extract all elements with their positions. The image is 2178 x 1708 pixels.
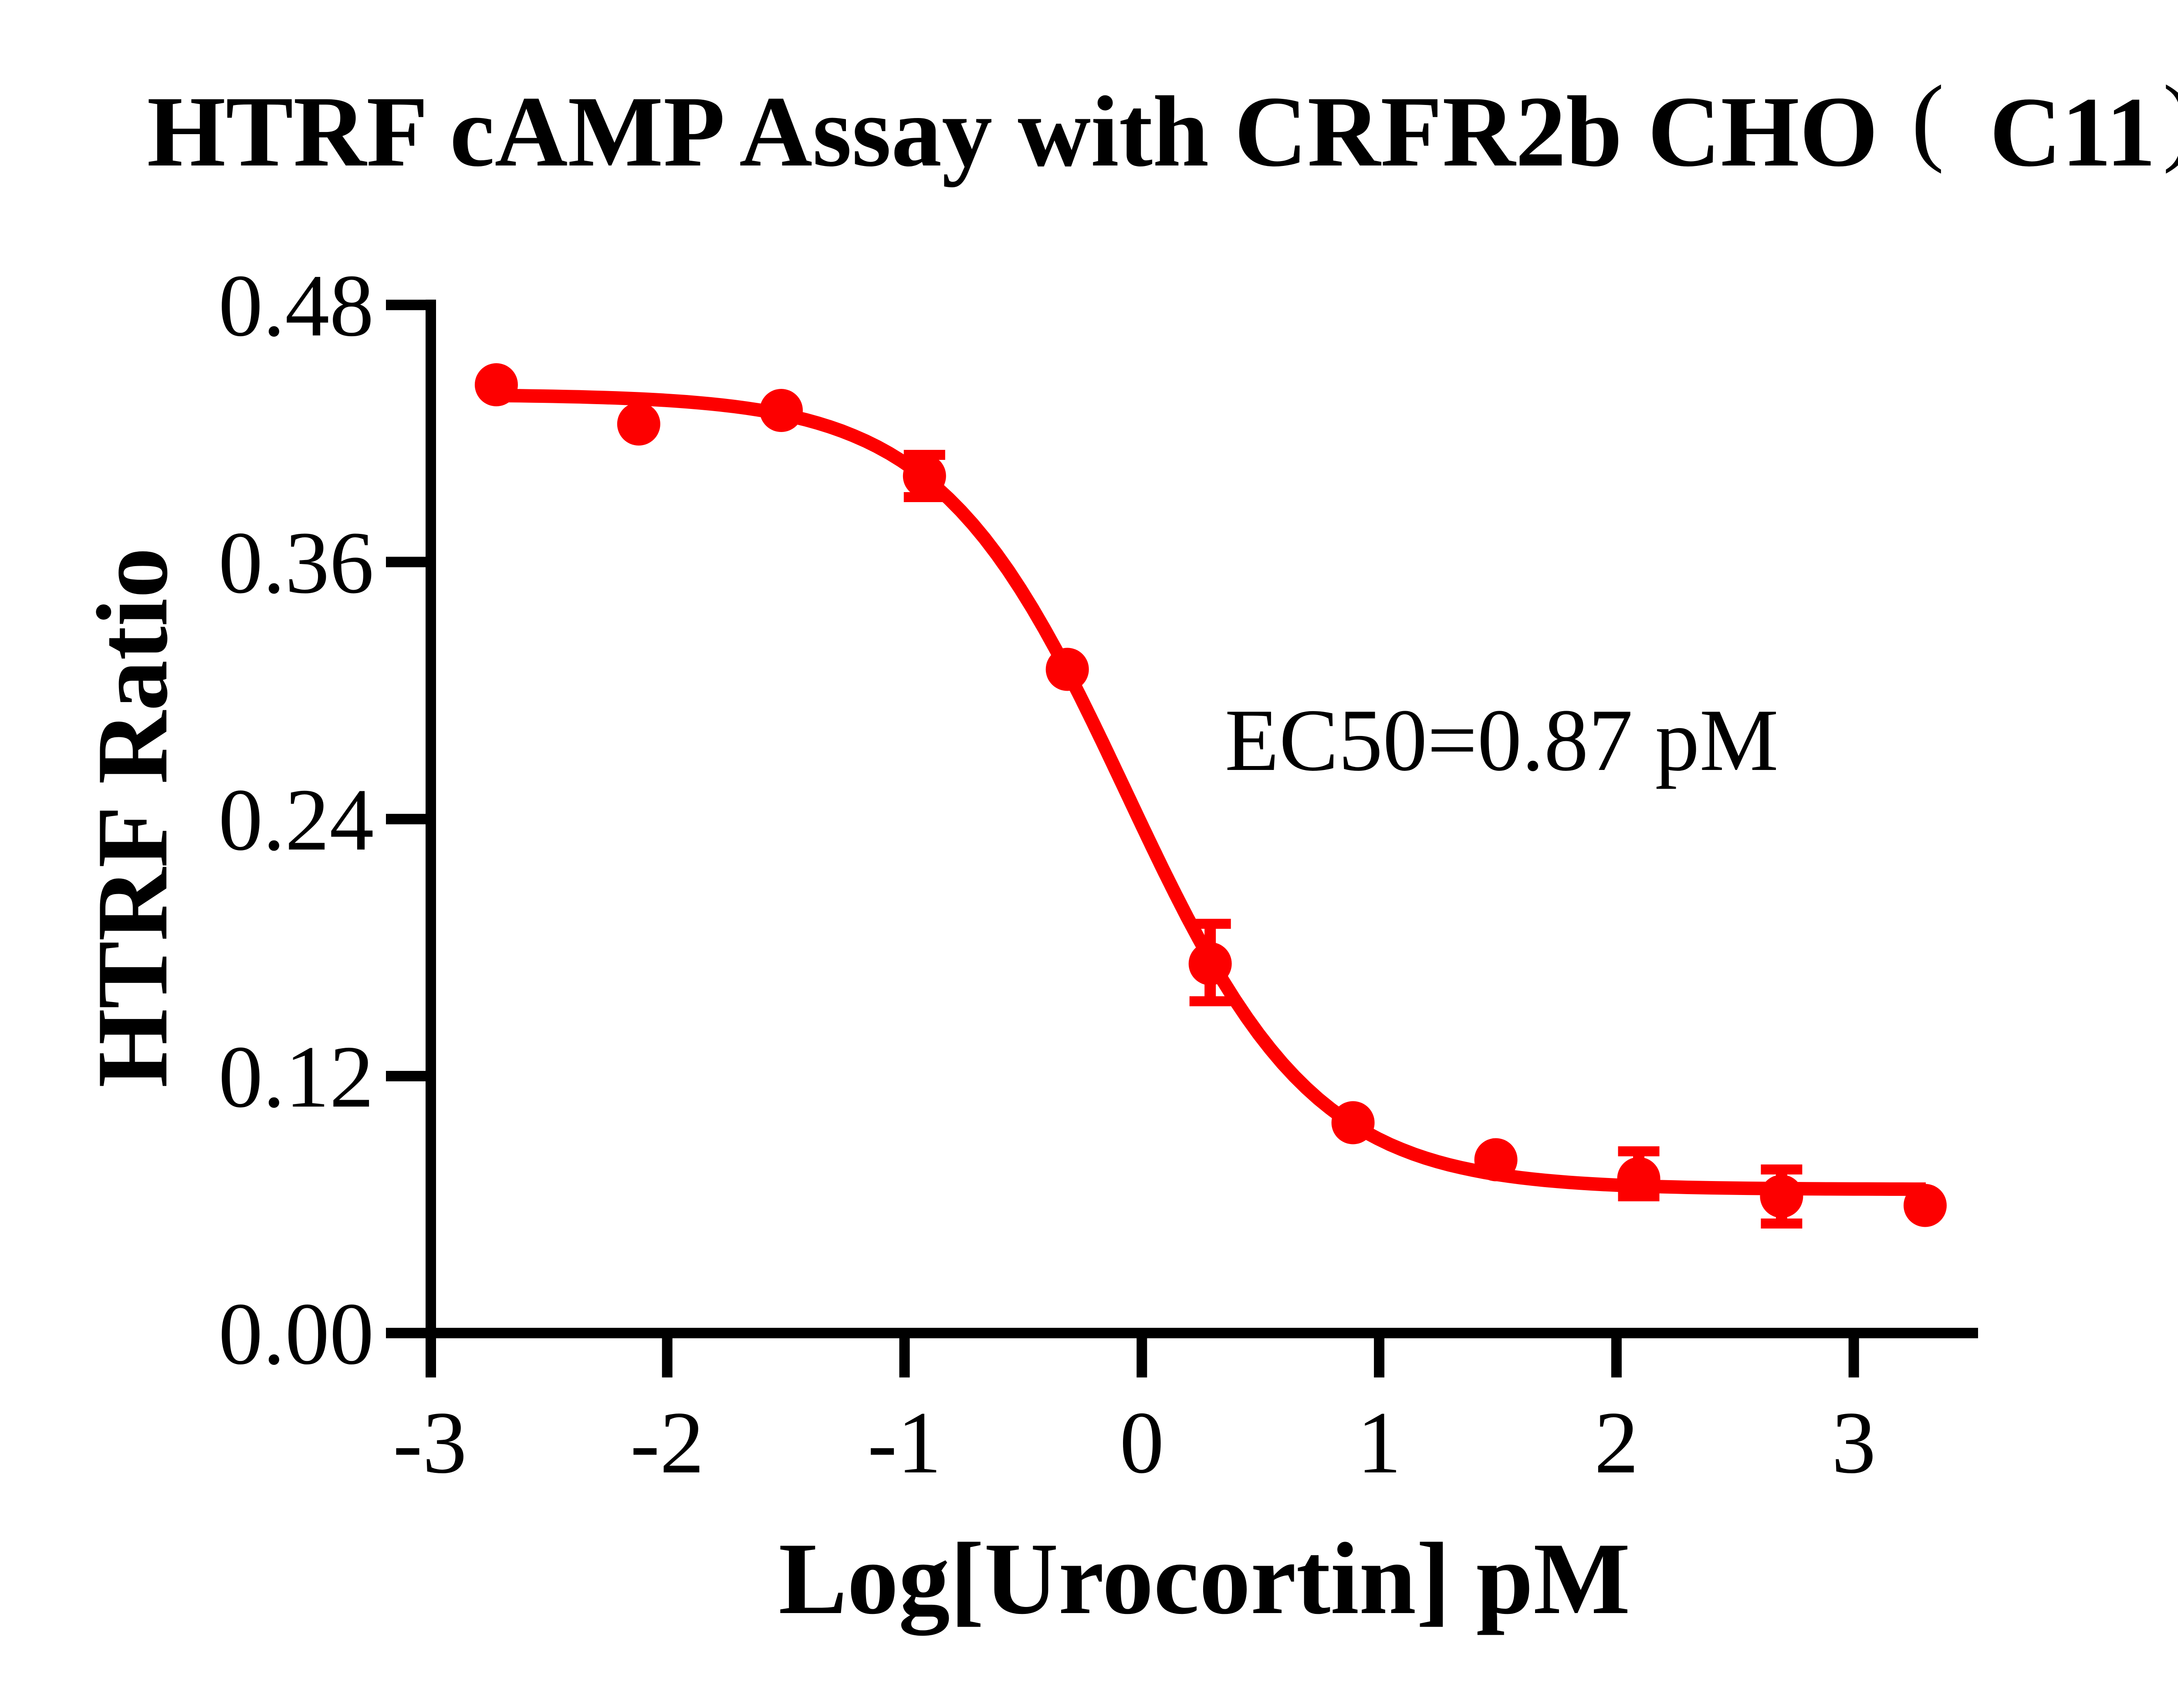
- svg-text:0.00: 0.00: [218, 1285, 374, 1383]
- svg-text:-3: -3: [393, 1394, 467, 1492]
- svg-text:HTRF cAMP Assay with CRFR2b CH: HTRF cAMP Assay with CRFR2b CHO: [147, 76, 1878, 188]
- svg-text:1: 1: [1357, 1394, 1401, 1492]
- svg-text:0.24: 0.24: [218, 771, 374, 869]
- svg-text:0.48: 0.48: [218, 257, 374, 355]
- svg-text:0.12: 0.12: [218, 1028, 374, 1126]
- svg-text:): ): [2163, 65, 2178, 174]
- svg-text:0.36: 0.36: [218, 514, 374, 612]
- svg-text:0: 0: [1119, 1394, 1164, 1492]
- svg-text:3: 3: [1832, 1394, 1876, 1492]
- svg-text:Log[Urocortin] pM: Log[Urocortin] pM: [778, 1522, 1630, 1636]
- svg-text:-2: -2: [630, 1394, 704, 1492]
- svg-text:HTRF Ratio: HTRF Ratio: [76, 547, 189, 1087]
- svg-text:-1: -1: [868, 1394, 942, 1492]
- svg-text:C11: C11: [1989, 77, 2156, 187]
- svg-text:(: (: [1911, 65, 1944, 174]
- svg-text:2: 2: [1594, 1394, 1639, 1492]
- svg-text:EC50=0.87 pM: EC50=0.87 pM: [1225, 691, 1779, 790]
